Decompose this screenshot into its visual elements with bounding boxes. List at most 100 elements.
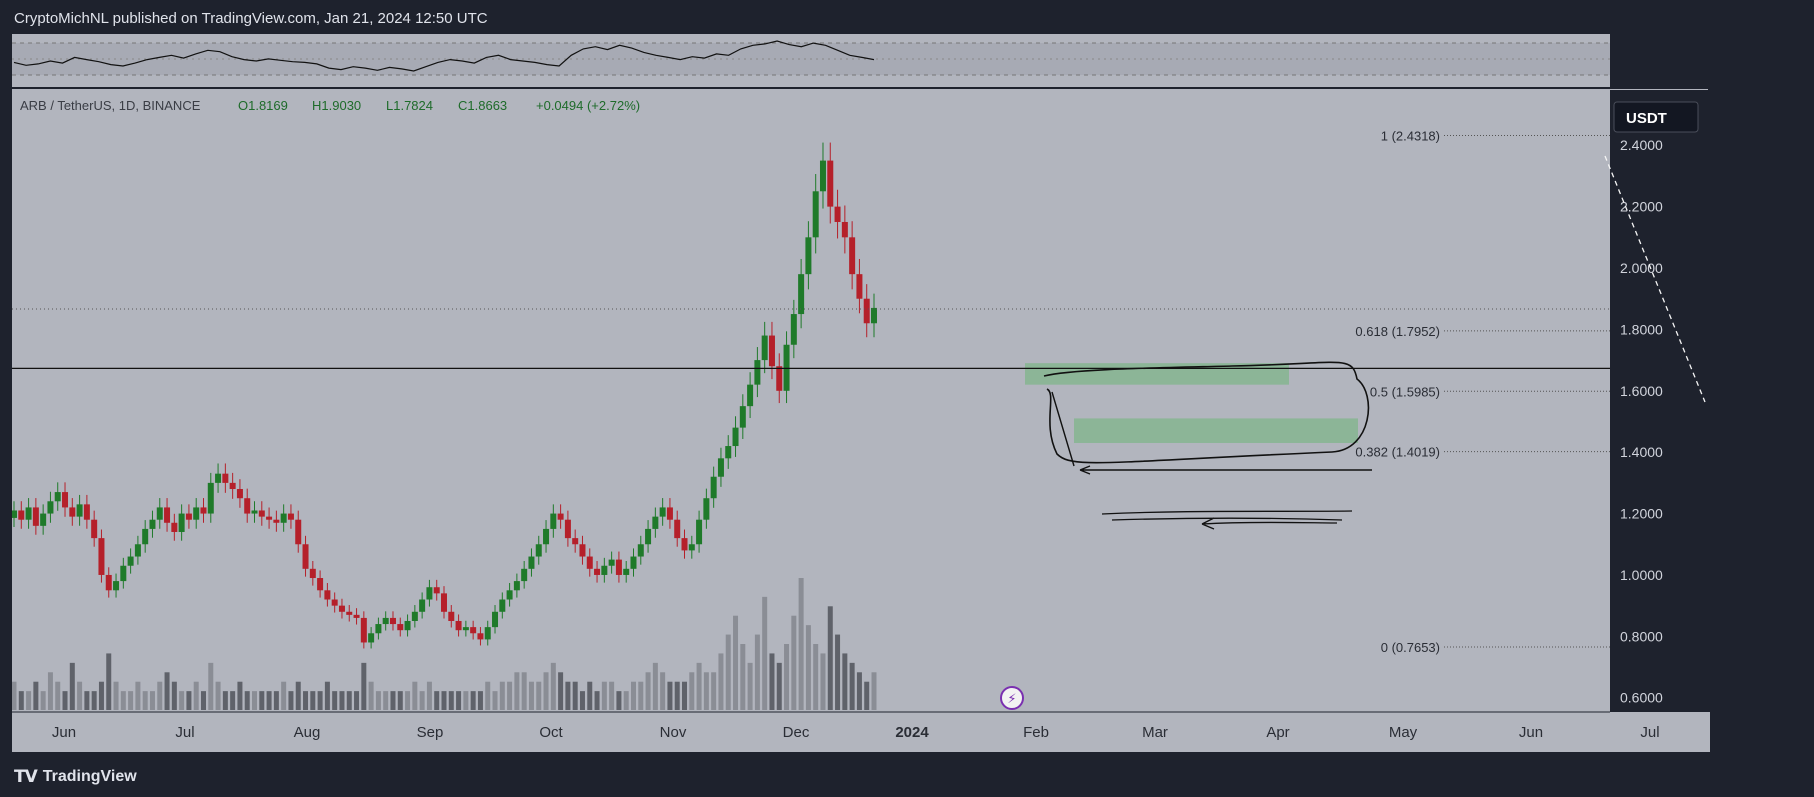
volume-bar (550, 662, 556, 710)
candle-body (11, 510, 17, 518)
tradingview-logo-icon: 𝗧𝗩 (14, 767, 38, 786)
candle-body (462, 627, 469, 631)
volume-bar (507, 681, 513, 710)
candle-body (331, 599, 338, 606)
candle-body (397, 624, 404, 631)
chart-frame: 50.00 ARB / TetherUS, 1D, BINANCE O1.816… (11, 34, 1710, 752)
time-tick-label: Feb (1023, 724, 1049, 741)
volume-bar (842, 653, 848, 710)
fib-label: 1 (2.4318) (1381, 128, 1440, 143)
candles (11, 142, 877, 649)
candle-body (594, 568, 601, 575)
candle-body (382, 617, 389, 625)
candle-body (258, 510, 265, 517)
volume-bar (499, 681, 505, 710)
volume-bar (40, 691, 46, 710)
lightning-badge[interactable] (1000, 686, 1024, 710)
time-tick-label: Jun (52, 724, 76, 741)
candle-body (608, 559, 615, 566)
volume-bar (339, 691, 345, 710)
volume-bar (252, 691, 258, 710)
price-tick-label: 0.8000 (1620, 628, 1663, 644)
candle-body (295, 519, 302, 545)
volume-bar (579, 691, 585, 710)
volume-bar (587, 681, 593, 710)
volume-bar (543, 672, 549, 710)
volume-bar (193, 681, 199, 710)
volume-bar (565, 681, 571, 710)
volume-bar (142, 691, 148, 710)
candle-body (550, 513, 557, 529)
volume-bar (62, 691, 68, 710)
candle-body (120, 565, 127, 582)
volume-bar (383, 691, 389, 710)
time-tick-label: Aug (294, 724, 321, 741)
volume-bar (813, 644, 819, 710)
candle-body (732, 427, 739, 447)
candle-body (98, 538, 105, 575)
price-tick-label: 2.0000 (1620, 260, 1663, 276)
price-tick-label: 0.6000 (1620, 690, 1663, 706)
candle-body (25, 507, 32, 520)
time-axis: Jun Jul Aug Sep Oct Nov Dec 2024 Feb Mar Apr May Jun… (52, 724, 1660, 741)
time-axis-bg (12, 712, 1710, 752)
volume-bar (711, 672, 717, 710)
candle-body (681, 538, 688, 551)
volume-bar (157, 681, 163, 710)
candle-body (856, 274, 863, 299)
time-tick-label: Dec (783, 724, 810, 741)
price-tick-label: 2.2000 (1620, 199, 1663, 215)
candle-body (849, 237, 856, 275)
candle-body (768, 335, 775, 367)
rsi-line (13, 40, 875, 72)
candle-body (338, 605, 345, 612)
candle-body (710, 476, 717, 499)
candle-body (798, 274, 805, 315)
volume-bar (128, 691, 134, 710)
candle-body (455, 620, 462, 631)
volume-bar (91, 691, 97, 710)
volume-bar (456, 691, 462, 710)
volume-bar (200, 691, 206, 710)
candle-body (134, 544, 141, 557)
volume-bar (361, 662, 367, 710)
volume-bar (259, 691, 265, 710)
time-tick-label: May (1389, 724, 1418, 741)
volume-bar (113, 681, 119, 710)
publish-info: CryptoMichNL published on TradingView.co… (14, 10, 488, 27)
volume-bar (310, 691, 316, 710)
candle-body (805, 237, 812, 275)
volume-bar (419, 691, 425, 710)
candle-body (62, 492, 69, 508)
volume-bar (288, 691, 294, 710)
volume-bar (856, 672, 862, 710)
candle-body (324, 590, 331, 600)
volume-bar (645, 672, 651, 710)
candle-body (448, 611, 455, 621)
candle-body (790, 314, 797, 345)
price-axis: 2.4000 2.2000 2.0000 1.8000 1.6000 1.4000 1.20… (12, 34, 1710, 752)
candle-body (426, 587, 433, 600)
chart-canvas[interactable]: 50.00 ARB / TetherUS, 1D, BINANCE O1.816… (11, 34, 1710, 752)
candle-body (91, 519, 98, 539)
candle-body (433, 587, 440, 594)
candle-body (492, 611, 499, 628)
candle-body (535, 544, 542, 557)
candle-body (83, 504, 90, 520)
volume-bar (849, 662, 855, 710)
candle-body (280, 513, 287, 523)
volume-bar (696, 662, 702, 710)
candle-body (645, 528, 652, 545)
change-value: +0.0494 (+2.72%) (536, 98, 640, 113)
time-tick-label: Jul (1640, 724, 1659, 741)
candle-body (754, 360, 761, 385)
candle-body (776, 366, 783, 391)
candle-body (404, 620, 411, 631)
candle-body (360, 617, 367, 643)
candle-body (76, 504, 83, 517)
candle-body (477, 633, 484, 640)
volume-bar (120, 691, 126, 710)
candle-body (747, 384, 754, 407)
candle-body (353, 614, 360, 618)
candle-body (69, 507, 76, 517)
